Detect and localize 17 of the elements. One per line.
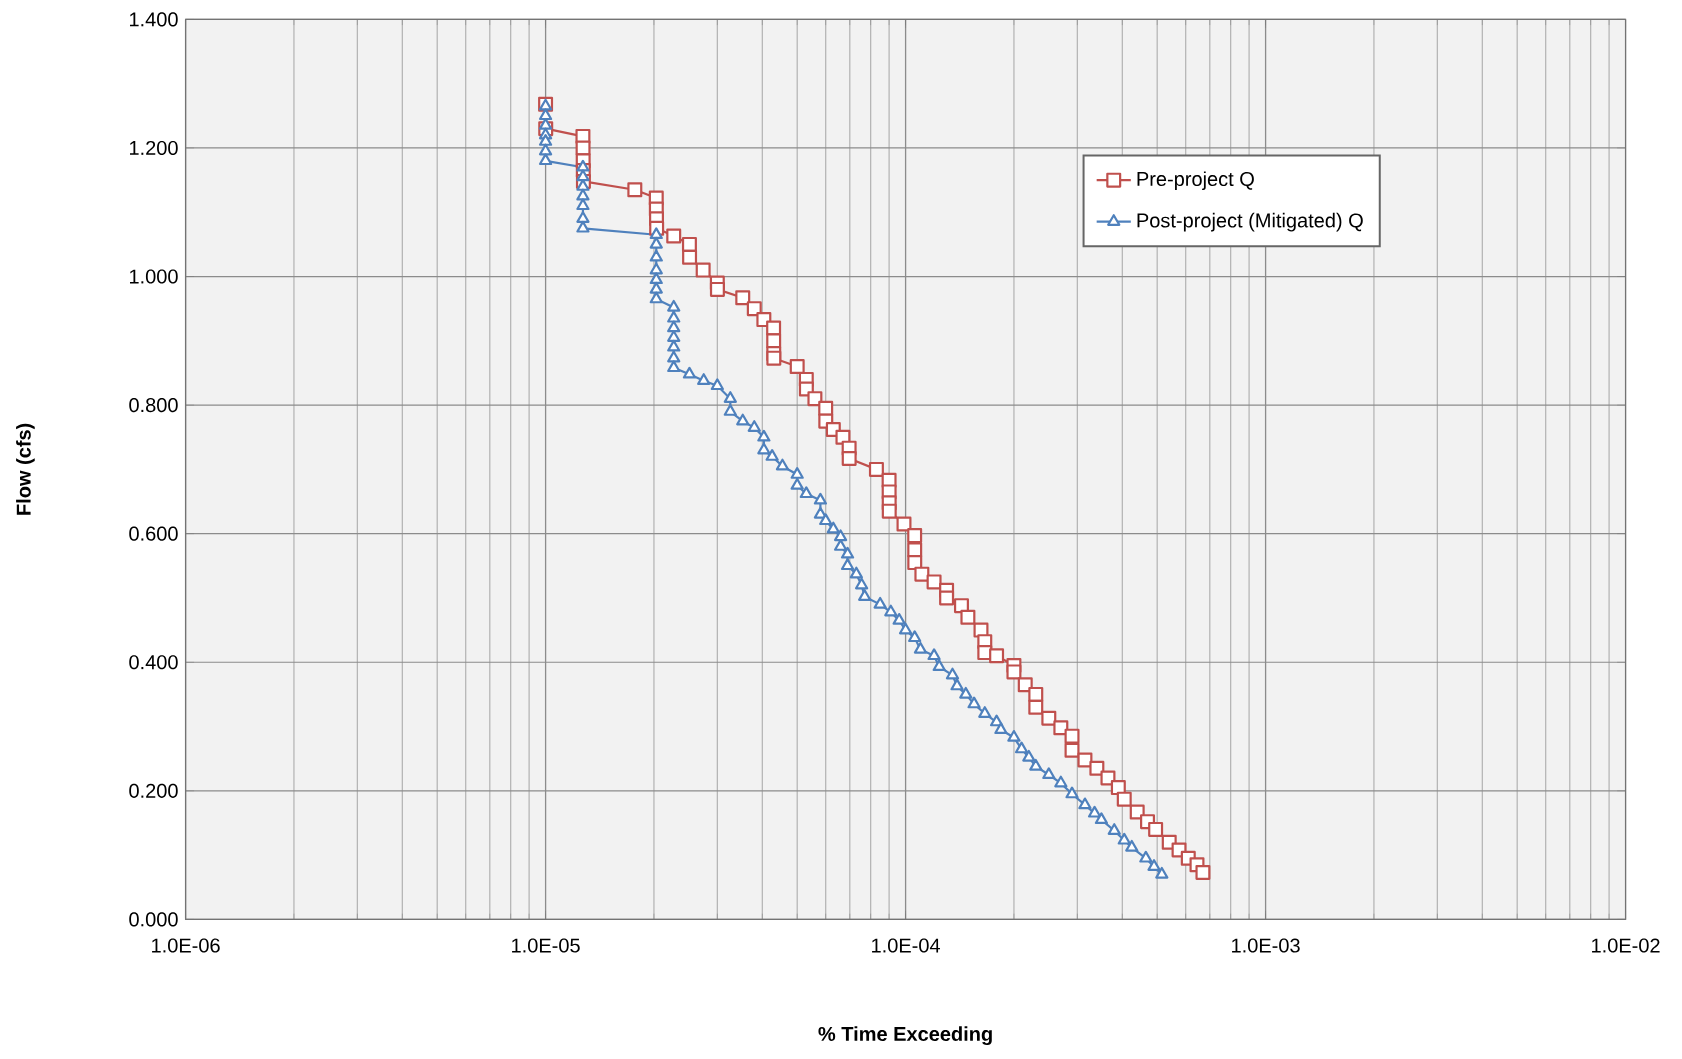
x-axis-title: % Time Exceeding [818, 1026, 992, 1046]
legend-label: Post-project (Mitigated) Q [1137, 212, 1363, 232]
y-tick-label: 0.000 [129, 912, 178, 927]
x-tick-label: 1.0E-04 [872, 938, 940, 953]
y-tick-label: 0.800 [129, 398, 178, 413]
y-tick-label: 1.200 [130, 140, 178, 156]
y-tick-label: 1.000 [130, 269, 178, 284]
y-tick-label: 0.600 [129, 526, 178, 541]
legend-label: Pre-project Q [1137, 171, 1254, 191]
y-tick-label: 0.200 [129, 783, 178, 798]
y-tick-label: 0.400 [129, 655, 178, 670]
x-tick-label: 1.0E-03 [1232, 938, 1300, 953]
y-axis-title: Flow (cfs) [16, 423, 35, 515]
x-tick-label: 1.0E-06 [152, 938, 220, 953]
y-tick-label: 1.400 [130, 12, 178, 27]
x-tick-label: 1.0E-05 [512, 938, 580, 953]
x-tick-label: 1.0E-02 [1592, 938, 1660, 953]
